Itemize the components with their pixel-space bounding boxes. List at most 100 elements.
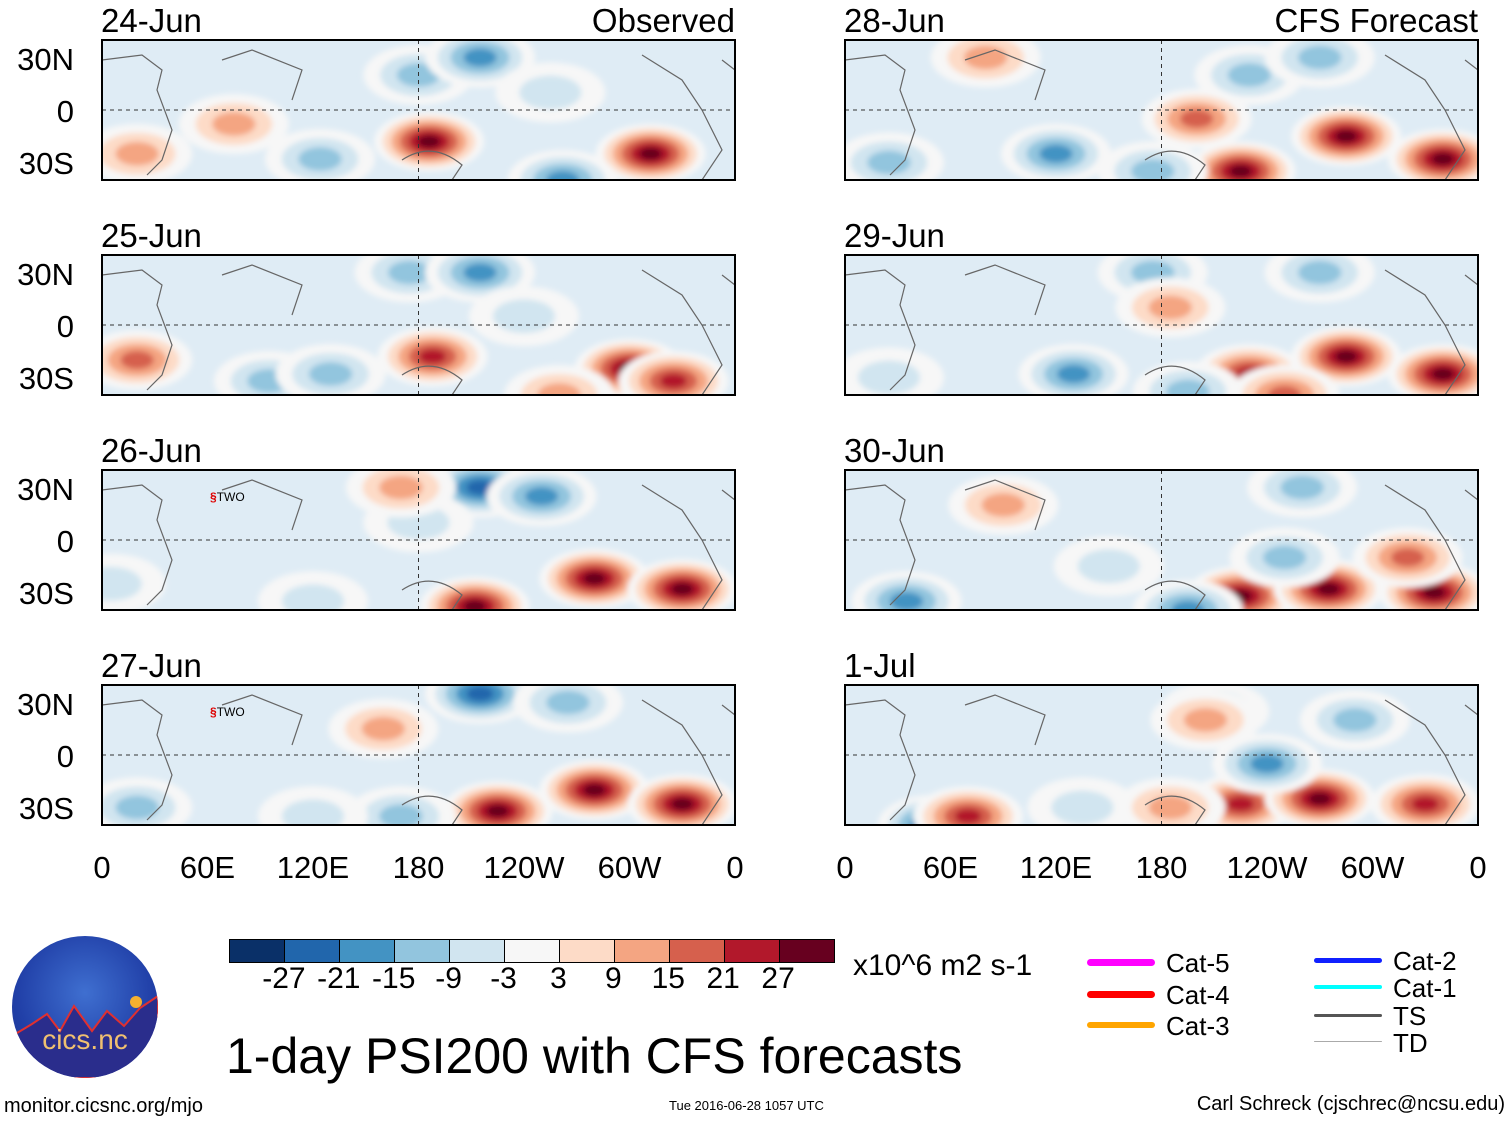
anomaly-contour: [1227, 63, 1272, 87]
anomaly-contour: [281, 584, 345, 610]
anomaly-contour: [463, 263, 497, 282]
coastlines: [102, 694, 735, 825]
panel-date: 30-Jun: [844, 432, 945, 469]
lon-tick-label: 120W: [483, 850, 565, 885]
lon-tick-label: 0: [836, 850, 854, 885]
anomaly-contour: [1039, 144, 1073, 163]
anomaly-contour: [419, 349, 447, 364]
anomaly-contour: [1391, 548, 1425, 567]
anomaly-contour: [463, 48, 497, 67]
lon-tick-label: 120W: [1226, 850, 1308, 885]
anomaly-contour: [379, 804, 423, 825]
anomaly-contour: [519, 75, 582, 110]
anomaly-contour: [582, 572, 606, 585]
coastlines: [845, 479, 1478, 610]
anomaly-contour: [1148, 295, 1192, 320]
legend-line-td: [1314, 1041, 1382, 1043]
panel-date: 1-Jul: [844, 647, 916, 684]
legend-label: Cat-3: [1166, 1011, 1230, 1041]
anomaly-contour: [546, 690, 590, 715]
anomaly-contour: [1431, 367, 1455, 381]
psi200-map-26-Jun: [101, 469, 736, 611]
legend-label: TS: [1393, 1001, 1427, 1031]
anomaly-contour: [1308, 792, 1332, 805]
anomaly-contour: [466, 480, 494, 495]
coastlines: [845, 49, 1478, 180]
colorbar-swatch: [780, 940, 834, 962]
anomaly-contour: [1148, 795, 1192, 820]
lon-tick-label: 60E: [922, 850, 979, 885]
legend-line-cat-5: [1087, 958, 1155, 966]
lat-tick-label: 30S: [18, 791, 74, 826]
storm-symbol-icon: §: [210, 490, 217, 504]
anomaly-contour: [115, 141, 159, 166]
panel-frame: [844, 469, 1479, 611]
storm-label: TWO: [216, 490, 245, 504]
anomaly-contour: [954, 808, 982, 824]
storm-label: TWO: [216, 705, 245, 719]
anomaly-contour: [120, 350, 154, 370]
lat-tick-label: 0: [56, 94, 74, 129]
panel-frame: [844, 684, 1479, 826]
legend-line-ts: [1314, 1013, 1382, 1017]
anomaly-contour: [1250, 754, 1284, 773]
source-url[interactable]: monitor.cicsnc.org/mjo: [4, 1095, 203, 1117]
lat-tick-label: 30S: [18, 146, 74, 181]
anomaly-contour: [379, 475, 423, 500]
anomaly-contour: [417, 135, 441, 148]
colorbar-swatch: [395, 940, 450, 962]
legend-label: TD: [1393, 1028, 1428, 1058]
anomaly-contour: [492, 299, 556, 334]
anomaly-contour: [857, 360, 921, 395]
lat-tick-label: 30N: [17, 472, 74, 507]
lat-tick-label: 0: [56, 739, 74, 774]
lon-tick-label: 0: [726, 850, 744, 885]
panel-date: 25-Jun: [101, 217, 202, 254]
anomaly-contour: [1317, 582, 1340, 596]
colorbar-label: -15: [372, 962, 416, 995]
psi200-map-24-Jun: [101, 39, 736, 181]
coastlines: [102, 479, 735, 610]
lat-tick-label: 30N: [17, 42, 74, 77]
colorbar-swatch: [340, 940, 395, 962]
anomaly-contour: [1262, 545, 1307, 570]
cics-logo: cics.nc: [12, 936, 158, 1078]
lon-tick-label: 120E: [1019, 850, 1093, 885]
anomaly-contour: [670, 582, 694, 596]
lon-tick-label: 180: [392, 850, 445, 885]
anomaly-contour: [964, 45, 1008, 70]
lat-tick-label: 0: [56, 524, 74, 559]
anomaly-contour: [102, 566, 142, 601]
panel-date: 29-Jun: [844, 217, 945, 254]
anomaly-contour: [308, 362, 353, 386]
colorbar-label: 3: [550, 962, 567, 995]
anomaly-contour: [981, 493, 1025, 517]
anomaly-contour: [1411, 796, 1439, 812]
anomaly-contour: [1298, 45, 1342, 70]
anomaly-contour: [115, 795, 159, 820]
legend-line-cat-3: [1087, 1022, 1155, 1028]
logo-text: cics.nc: [42, 1024, 128, 1055]
psi200-map-30-Jun: [844, 469, 1479, 611]
anomaly-contour: [1267, 385, 1302, 395]
anomaly-contour: [1180, 109, 1214, 128]
observed-header: Observed: [591, 2, 735, 39]
lat-tick-label: 30N: [17, 687, 74, 722]
anomaly-contour: [889, 592, 924, 610]
lon-tick-label: 180: [1135, 850, 1188, 885]
panel-frame: [844, 39, 1479, 181]
anomaly-contour: [1051, 790, 1114, 825]
anomaly-contour: [486, 804, 509, 818]
colorbar: [229, 939, 835, 963]
timestamp: Tue 2016-06-28 1057 UTC: [669, 1098, 824, 1113]
lon-tick-label: 60W: [1340, 850, 1405, 885]
anomaly-contour: [388, 260, 432, 285]
anomaly-contour: [582, 783, 606, 797]
anomaly-contour: [524, 487, 559, 506]
colorbar-swatch: [230, 940, 285, 962]
panel-date: 28-Jun: [844, 2, 945, 39]
psi200-map-28-Jun: [844, 39, 1479, 181]
anomaly-contour: [463, 600, 487, 610]
anomaly-contour: [466, 686, 494, 702]
anomaly-contour: [281, 799, 345, 825]
